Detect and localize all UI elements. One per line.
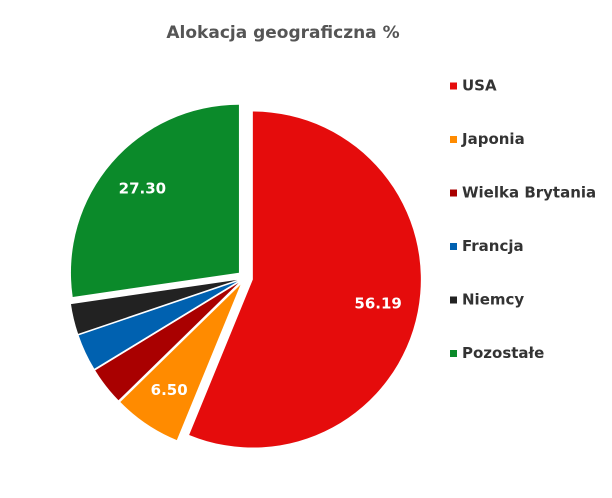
legend-swatch	[450, 350, 457, 357]
pie-slice	[78, 281, 238, 369]
legend-label: Niemcy	[462, 291, 524, 309]
legend-swatch	[450, 243, 457, 250]
pie-slice	[120, 284, 241, 441]
value-label: 56.19	[354, 295, 401, 313]
value-label: 27.30	[119, 180, 166, 198]
pie-slice	[70, 279, 238, 334]
legend-label: Wielka Brytania	[462, 184, 596, 202]
legend-swatch	[450, 296, 457, 304]
legend-label: Francja	[462, 237, 524, 255]
legend-label: Pozostałe	[462, 344, 544, 362]
pie-slice	[70, 104, 239, 297]
legend-label: USA	[462, 77, 497, 95]
pie-slice	[95, 282, 239, 401]
pie-slice	[189, 111, 421, 448]
value-label: 6.50	[151, 381, 188, 399]
chart-title: Alokacja geograficzna %	[166, 23, 399, 43]
legend-swatch	[450, 189, 457, 197]
legend-swatch	[450, 82, 457, 90]
legend-swatch	[450, 136, 457, 143]
legend-label: Japonia	[461, 130, 525, 148]
